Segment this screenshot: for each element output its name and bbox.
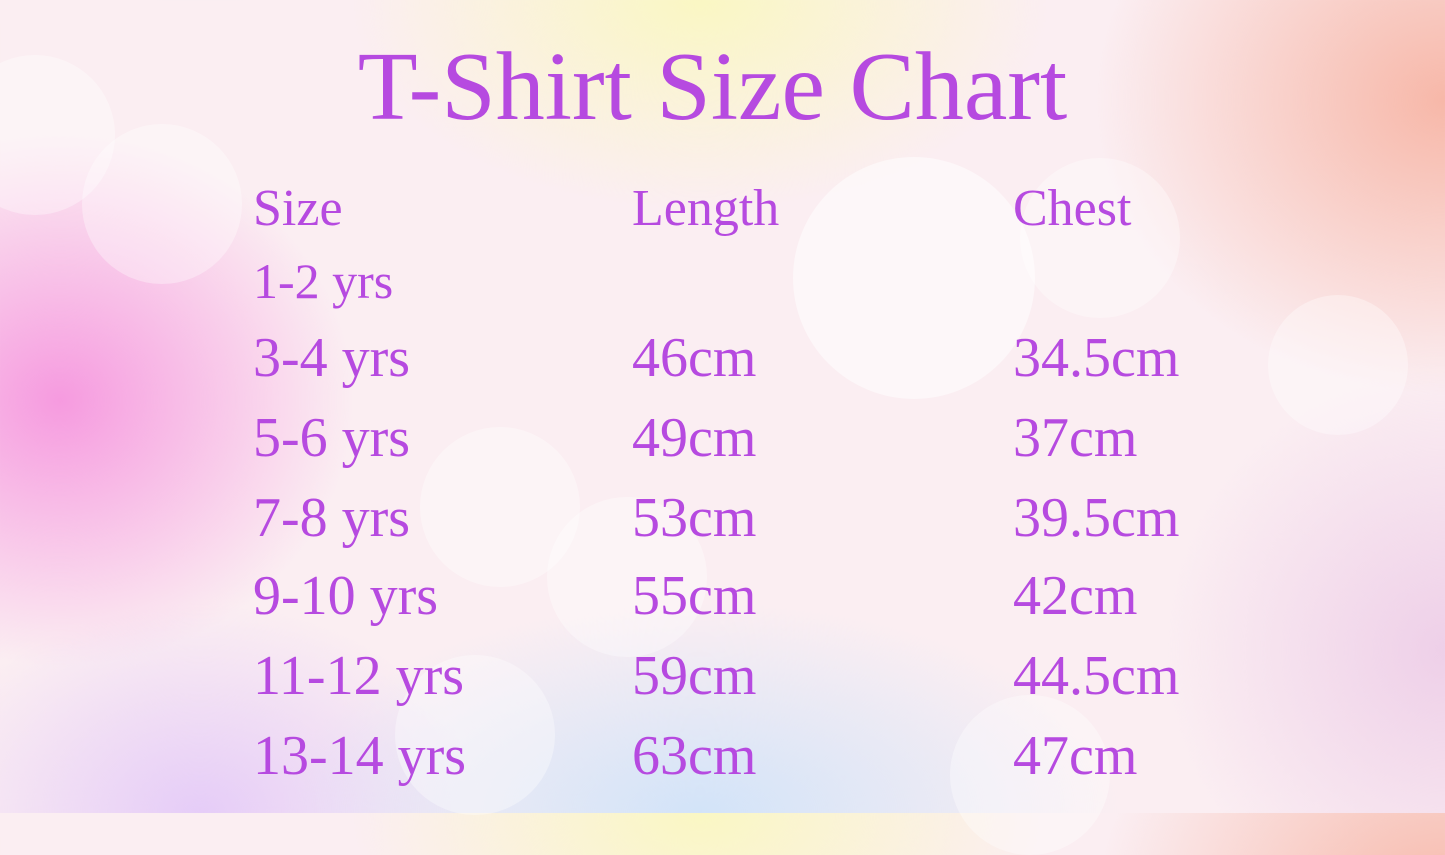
length-cell: 63cm: [632, 725, 757, 787]
length-cell: 46cm: [632, 327, 757, 389]
size-cell: 1-2 yrs: [253, 253, 394, 309]
chest-cell: 37cm: [1013, 407, 1138, 469]
chest-cell: 34.5cm: [1013, 327, 1180, 389]
header-size: Size: [253, 180, 343, 237]
length-cell: 49cm: [632, 407, 757, 469]
size-cell: 7-8 yrs: [253, 487, 411, 549]
header-length: Length: [632, 180, 780, 237]
chest-cell: 44.5cm: [1013, 645, 1180, 707]
bokeh-decoration: [793, 157, 1035, 399]
length-cell: 53cm: [632, 487, 757, 549]
bokeh-decoration: [420, 427, 580, 587]
chest-cell: 42cm: [1013, 565, 1138, 627]
size-cell: 5-6 yrs: [253, 407, 411, 469]
size-cell: 13-14 yrs: [253, 725, 467, 787]
chest-cell: 47cm: [1013, 725, 1138, 787]
header-chest: Chest: [1013, 180, 1132, 237]
length-cell: 55cm: [632, 565, 757, 627]
size-cell: 3-4 yrs: [253, 327, 411, 389]
bokeh-decoration: [1268, 295, 1408, 435]
size-cell: 9-10 yrs: [253, 565, 439, 627]
bokeh-decoration: [82, 124, 242, 284]
chest-cell: 39.5cm: [1013, 487, 1180, 549]
size-cell: 11-12 yrs: [253, 645, 465, 707]
page-title: T-Shirt Size Chart: [357, 33, 1068, 141]
length-cell: 59cm: [632, 645, 757, 707]
